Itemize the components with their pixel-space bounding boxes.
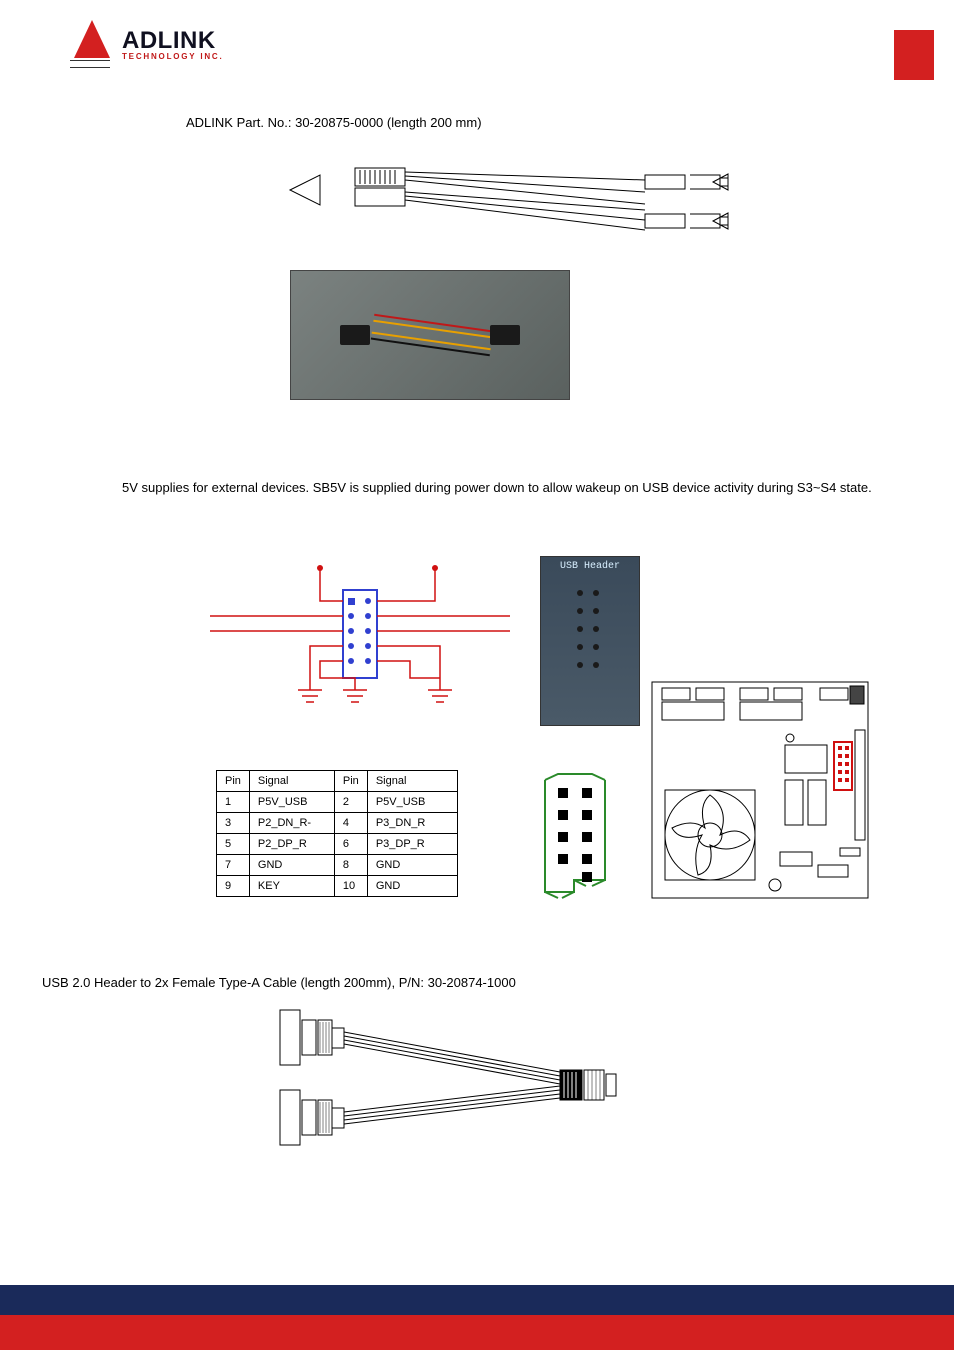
table-cell: P2_DN_R- <box>249 813 334 834</box>
header-outline-diagram <box>540 772 610 902</box>
usb-header-schematic <box>210 550 510 750</box>
table-row: 5P2_DP_R6P3_DP_R <box>217 834 458 855</box>
usb-cable-text: USB 2.0 Header to 2x Female Type-A Cable… <box>42 975 516 990</box>
footer-red-bar <box>0 1315 954 1350</box>
th-sig1: Signal <box>249 771 334 792</box>
logo-subtitle: TECHNOLOGY INC. <box>122 53 224 61</box>
table-cell: 4 <box>334 813 367 834</box>
motherboard-location-diagram <box>650 680 870 900</box>
logo-title: ADLINK <box>122 29 224 53</box>
table-cell: 6 <box>334 834 367 855</box>
table-cell: 1 <box>217 792 250 813</box>
table-cell: GND <box>249 855 334 876</box>
sata-cable-line-drawing <box>280 150 730 260</box>
table-row: 3P2_DN_R-4P3_DN_R <box>217 813 458 834</box>
usb-cable-line-drawing <box>270 1000 650 1160</box>
table-cell: 5 <box>217 834 250 855</box>
table-cell: P5V_USB <box>367 792 457 813</box>
table-row: 9KEY10GND <box>217 876 458 897</box>
usb-header-photo: USB Header <box>540 556 640 726</box>
table-cell: KEY <box>249 876 334 897</box>
th-pin1: Pin <box>217 771 250 792</box>
footer-blue-bar <box>0 1285 954 1315</box>
table-row: 1P5V_USB2P5V_USB <box>217 792 458 813</box>
table-cell: P3_DP_R <box>367 834 457 855</box>
usb-pinout-table: Pin Signal Pin Signal 1P5V_USB2P5V_USB3P… <box>216 770 458 897</box>
table-cell: 9 <box>217 876 250 897</box>
top-red-accent <box>894 30 934 80</box>
adlink-logo: ADLINK TECHNOLOGY INC. <box>68 20 224 70</box>
table-row: 7GND8GND <box>217 855 458 876</box>
sata-cable-photo <box>290 270 570 400</box>
table-cell: P3_DN_R <box>367 813 457 834</box>
usb-header-photo-label: USB Header <box>541 557 639 572</box>
table-cell: P2_DP_R <box>249 834 334 855</box>
table-cell: 2 <box>334 792 367 813</box>
description-text: 5V supplies for external devices. SB5V i… <box>122 480 872 495</box>
table-cell: 10 <box>334 876 367 897</box>
logo-triangle-icon <box>68 20 116 70</box>
table-cell: 3 <box>217 813 250 834</box>
table-cell: 8 <box>334 855 367 876</box>
th-sig2: Signal <box>367 771 457 792</box>
table-cell: 7 <box>217 855 250 876</box>
part-number-text: ADLINK Part. No.: 30-20875-0000 (length … <box>186 115 482 130</box>
table-cell: P5V_USB <box>249 792 334 813</box>
table-cell: GND <box>367 855 457 876</box>
th-pin2: Pin <box>334 771 367 792</box>
table-cell: GND <box>367 876 457 897</box>
